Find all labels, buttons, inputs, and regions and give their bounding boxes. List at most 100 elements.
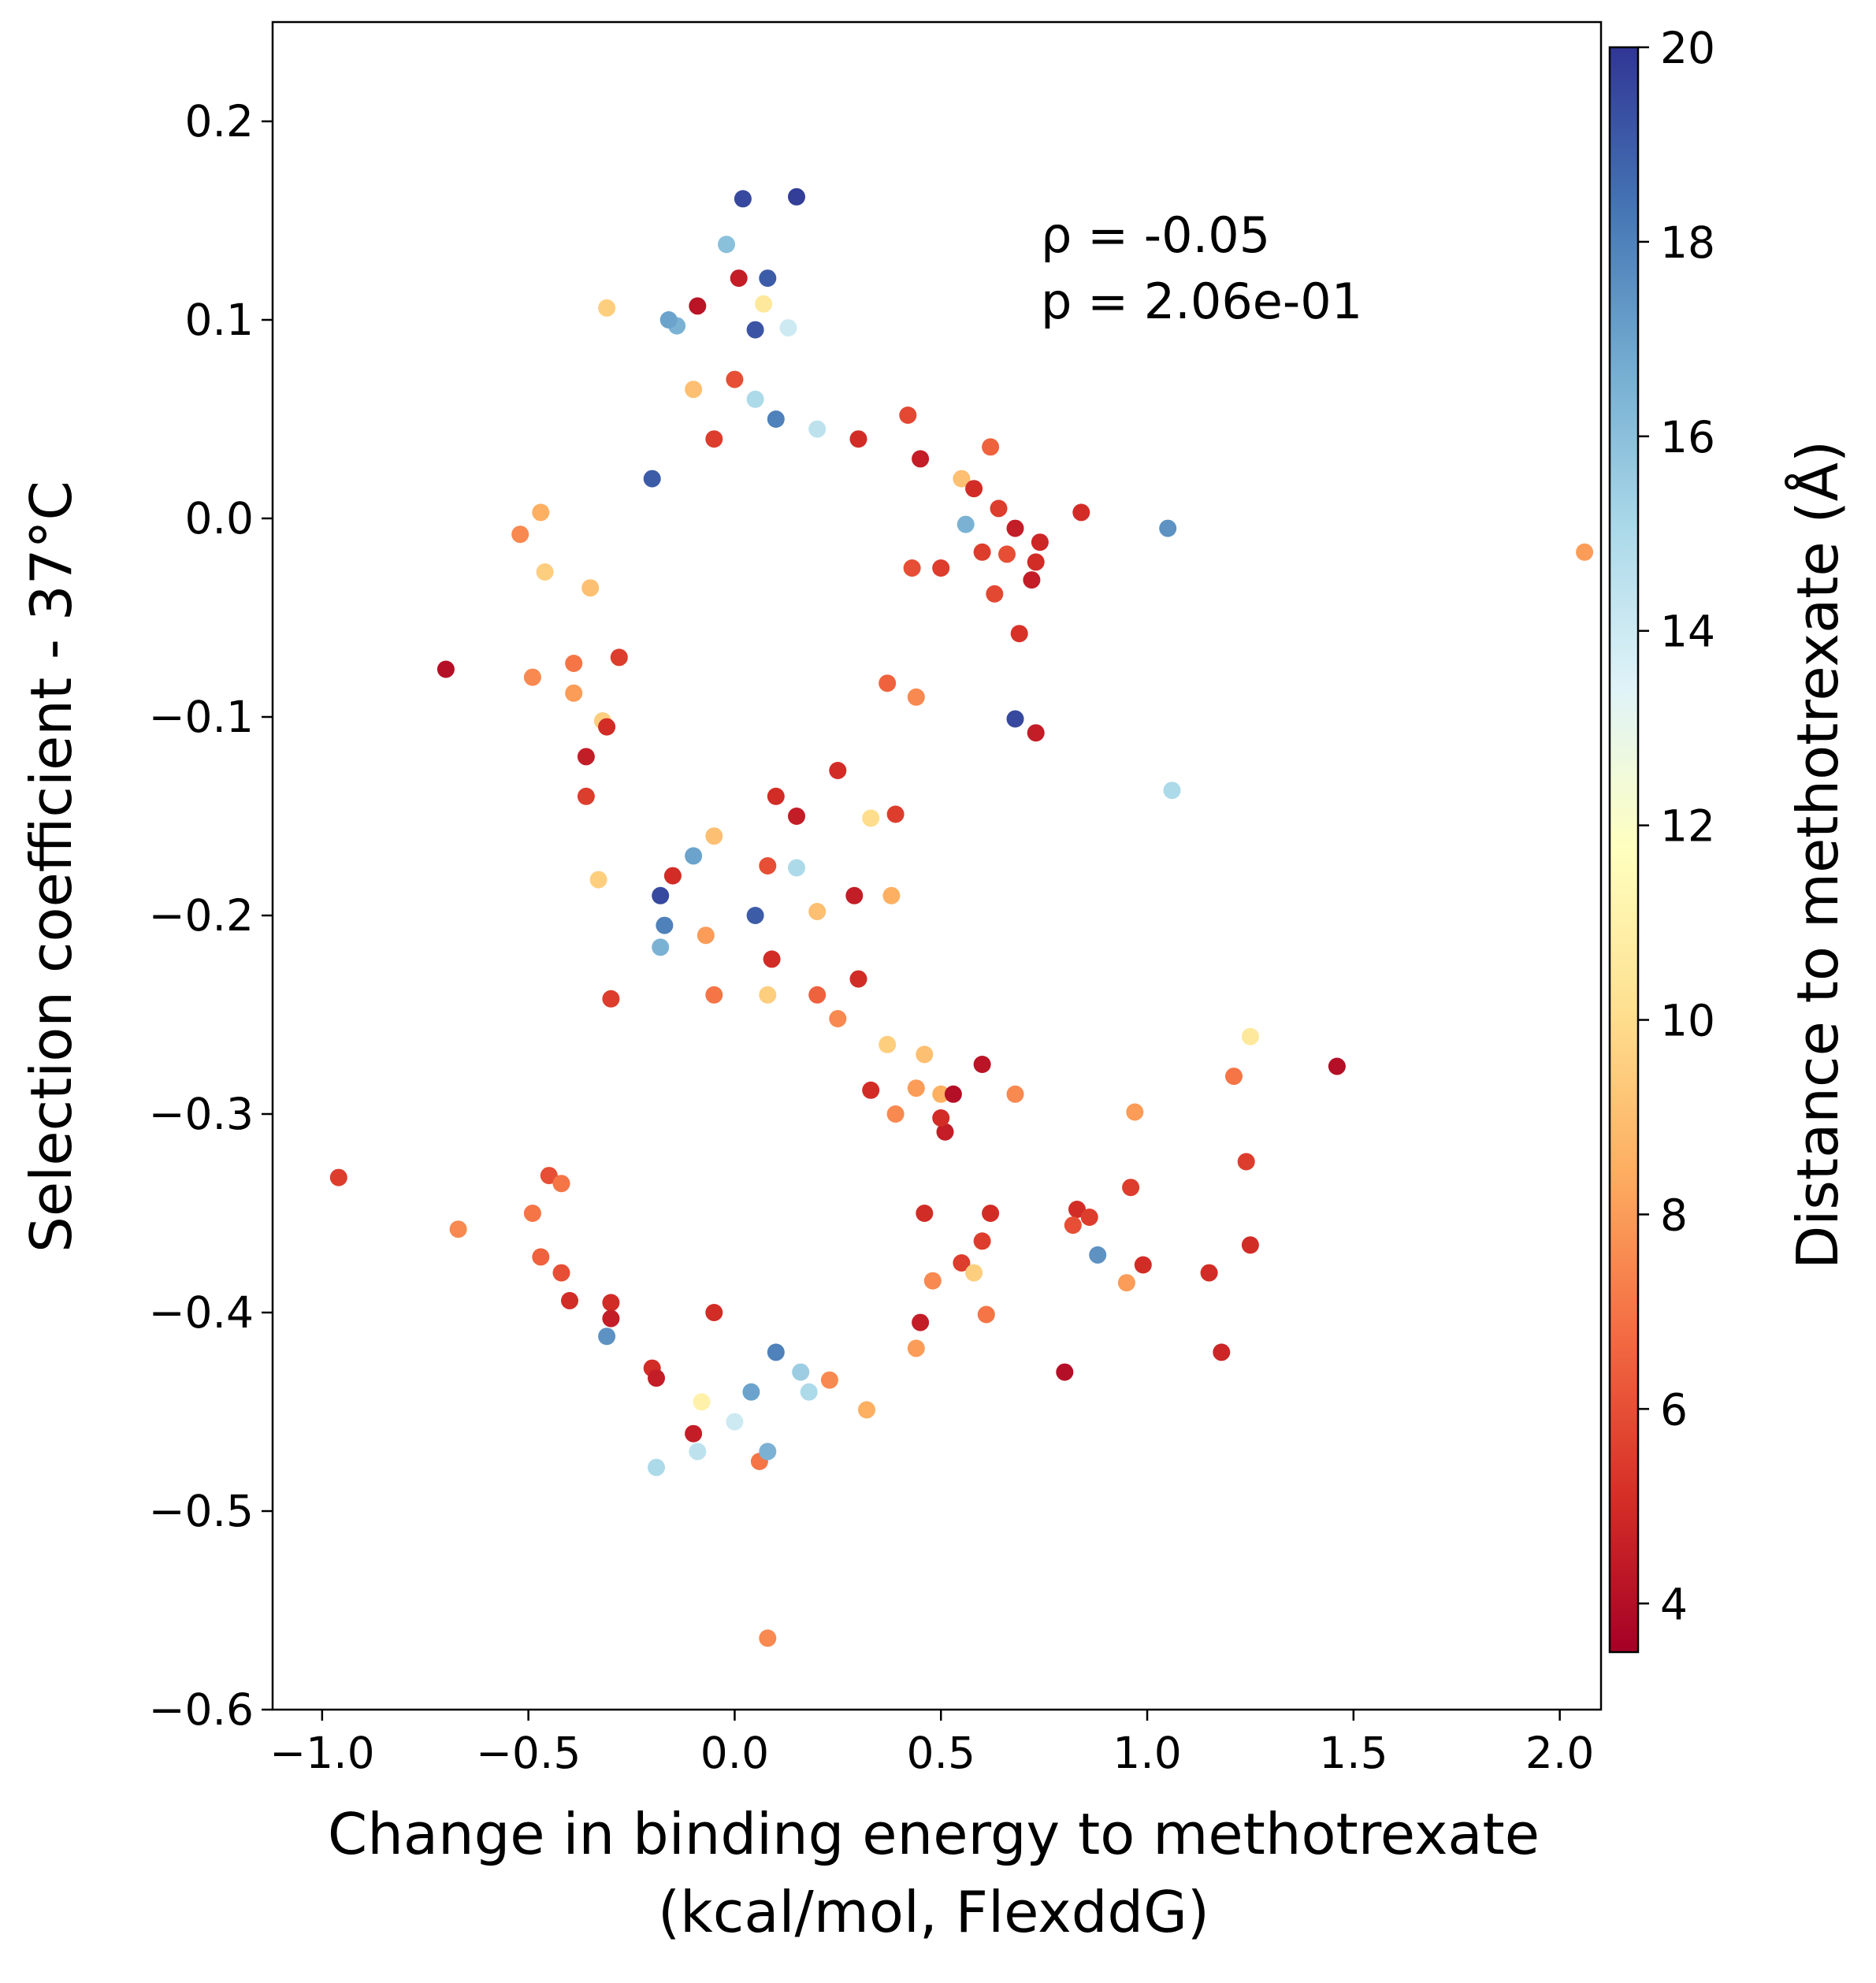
data-point xyxy=(689,297,707,315)
data-point xyxy=(990,499,1008,518)
data-point xyxy=(552,1264,570,1282)
data-point xyxy=(759,986,777,1004)
data-point xyxy=(602,990,620,1008)
x-tick-label: 0.0 xyxy=(700,1728,769,1778)
data-point xyxy=(763,950,781,968)
data-point xyxy=(862,809,880,827)
data-point xyxy=(1010,625,1028,643)
data-point xyxy=(965,1264,983,1282)
data-point xyxy=(1134,1256,1152,1274)
data-point xyxy=(746,907,764,924)
data-point xyxy=(767,410,785,428)
data-point xyxy=(755,295,773,313)
colorbar-tick-label: 14 xyxy=(1660,607,1715,657)
data-point xyxy=(1006,519,1024,537)
data-point xyxy=(602,1294,620,1312)
data-point xyxy=(598,1328,616,1346)
data-point xyxy=(808,903,827,920)
data-point xyxy=(1064,1216,1082,1235)
data-point xyxy=(1200,1264,1218,1282)
colorbar-tick-label: 18 xyxy=(1660,217,1715,268)
data-point xyxy=(808,420,827,438)
data-point xyxy=(759,1629,777,1647)
data-point xyxy=(693,1393,711,1411)
data-point xyxy=(767,787,785,805)
data-point xyxy=(1089,1246,1107,1264)
data-point xyxy=(1068,1201,1086,1218)
y-tick-label: 0.0 xyxy=(185,493,254,544)
data-point xyxy=(1126,1103,1144,1121)
data-point xyxy=(1576,543,1594,561)
data-point xyxy=(577,748,595,766)
data-point xyxy=(1122,1179,1140,1197)
data-point xyxy=(565,684,583,702)
data-point xyxy=(1159,519,1177,537)
data-point xyxy=(705,827,723,845)
data-point xyxy=(659,311,678,329)
data-point xyxy=(685,1424,703,1443)
data-point xyxy=(923,1272,942,1290)
data-point xyxy=(1031,533,1049,551)
colorbar-tick-label: 16 xyxy=(1660,412,1715,462)
data-point xyxy=(886,805,905,823)
data-point xyxy=(965,480,983,498)
data-point xyxy=(656,916,674,934)
x-tick-label: 0.5 xyxy=(907,1728,975,1778)
data-point xyxy=(581,579,600,597)
x-axis: −1.0 −0.5 0.0 0.5 1.0 1.5 2.0 xyxy=(269,1710,1594,1778)
data-point xyxy=(726,370,744,388)
data-point xyxy=(742,1383,760,1401)
data-point xyxy=(598,299,616,317)
data-point xyxy=(1117,1274,1135,1292)
data-point xyxy=(663,867,682,885)
data-point xyxy=(689,1443,707,1461)
data-point xyxy=(977,1305,995,1324)
colorbar xyxy=(1608,46,1640,1654)
x-axis-title-line2: (kcal/mol, FlexddG) xyxy=(658,1879,1209,1945)
data-point xyxy=(982,438,1000,456)
data-point xyxy=(1080,1209,1098,1226)
data-point xyxy=(449,1220,467,1238)
data-point xyxy=(1163,782,1181,800)
y-tick-label: −0.5 xyxy=(148,1486,254,1536)
data-point xyxy=(886,1105,905,1123)
data-point xyxy=(511,525,529,544)
y-tick-label: −0.4 xyxy=(148,1287,254,1338)
data-point xyxy=(973,1056,991,1073)
data-point xyxy=(523,1205,541,1222)
y-axis: −0.6 −0.5 −0.4 −0.3 −0.2 −0.1 0.0 0.1 0.2 xyxy=(148,96,273,1735)
data-point xyxy=(730,269,748,288)
data-point xyxy=(829,1010,847,1027)
colorbar-tick-label: 8 xyxy=(1660,1190,1688,1240)
data-point xyxy=(912,1313,930,1331)
y-tick-label: −0.3 xyxy=(148,1089,254,1139)
y-tick-label: −0.6 xyxy=(148,1684,254,1735)
data-point xyxy=(982,1205,1000,1222)
data-point xyxy=(932,1085,950,1103)
data-point xyxy=(746,321,764,339)
data-point xyxy=(899,407,917,424)
data-point xyxy=(973,1232,991,1250)
data-point xyxy=(759,1443,777,1461)
data-point xyxy=(648,1458,665,1476)
colorbar-ticks: 4 6 8 10 12 14 16 18 20 xyxy=(1638,23,1715,1629)
p-value-annotation: p = 2.06e-01 xyxy=(1041,273,1362,330)
rho-annotation: ρ = -0.05 xyxy=(1041,206,1270,264)
data-point xyxy=(1006,710,1024,728)
data-point xyxy=(858,1401,875,1419)
data-point xyxy=(953,1254,971,1272)
data-point xyxy=(779,319,797,337)
data-point xyxy=(685,381,703,399)
data-point xyxy=(907,1339,925,1357)
data-point xyxy=(1241,1236,1259,1254)
data-point xyxy=(643,470,661,488)
data-point xyxy=(788,808,805,825)
data-point xyxy=(759,269,777,288)
data-point xyxy=(436,660,455,678)
data-point xyxy=(788,859,805,877)
data-point xyxy=(565,655,583,672)
data-point xyxy=(903,559,921,577)
data-point xyxy=(589,871,607,889)
